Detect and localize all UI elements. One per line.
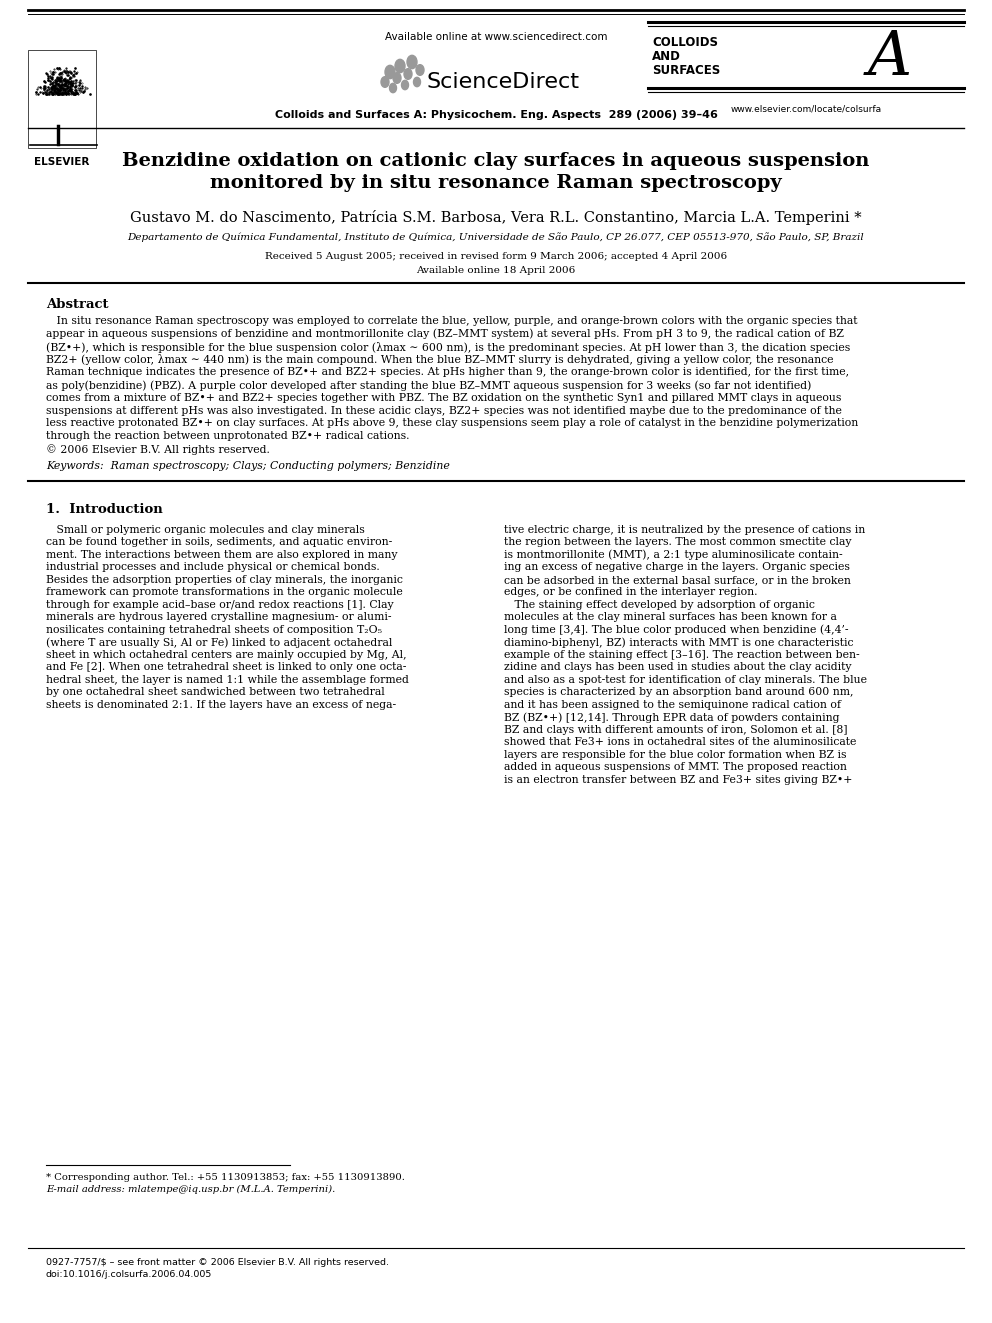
Text: can be adsorbed in the external basal surface, or in the broken: can be adsorbed in the external basal su… xyxy=(504,574,851,585)
Text: ELSEVIER: ELSEVIER xyxy=(35,157,89,167)
Text: Available online at www.sciencedirect.com: Available online at www.sciencedirect.co… xyxy=(385,32,607,42)
Text: ment. The interactions between them are also explored in many: ment. The interactions between them are … xyxy=(46,550,398,560)
Text: tive electric charge, it is neutralized by the presence of cations in: tive electric charge, it is neutralized … xyxy=(504,525,865,534)
Text: suspensions at different pHs was also investigated. In these acidic clays, BZ2+ : suspensions at different pHs was also in… xyxy=(46,406,842,415)
Circle shape xyxy=(390,83,397,93)
Text: nosilicates containing tetrahedral sheets of composition T₂O₅: nosilicates containing tetrahedral sheet… xyxy=(46,624,382,635)
Text: added in aqueous suspensions of MMT. The proposed reaction: added in aqueous suspensions of MMT. The… xyxy=(504,762,847,773)
Text: In situ resonance Raman spectroscopy was employed to correlate the blue, yellow,: In situ resonance Raman spectroscopy was… xyxy=(46,316,857,325)
Text: A: A xyxy=(868,28,912,89)
Text: 0927-7757/$ – see front matter © 2006 Elsevier B.V. All rights reserved.: 0927-7757/$ – see front matter © 2006 El… xyxy=(46,1258,389,1267)
Text: COLLOIDS: COLLOIDS xyxy=(652,36,718,49)
Text: example of the staining effect [3–16]. The reaction between ben-: example of the staining effect [3–16]. T… xyxy=(504,650,860,660)
Text: SURFACES: SURFACES xyxy=(652,64,720,77)
Text: diamino-biphenyl, BZ) interacts with MMT is one characteristic: diamino-biphenyl, BZ) interacts with MMT… xyxy=(504,638,853,648)
Circle shape xyxy=(393,73,401,83)
Text: and also as a spot-test for identification of clay minerals. The blue: and also as a spot-test for identificati… xyxy=(504,675,867,685)
Text: molecules at the clay mineral surfaces has been known for a: molecules at the clay mineral surfaces h… xyxy=(504,613,837,622)
Text: Small or polymeric organic molecules and clay minerals: Small or polymeric organic molecules and… xyxy=(46,525,365,534)
Text: is montmorillonite (MMT), a 2:1 type aluminosilicate contain-: is montmorillonite (MMT), a 2:1 type alu… xyxy=(504,550,842,561)
Text: and Fe [2]. When one tetrahedral sheet is linked to only one octa-: and Fe [2]. When one tetrahedral sheet i… xyxy=(46,663,407,672)
Text: long time [3,4]. The blue color produced when benzidine (4,4’-: long time [3,4]. The blue color produced… xyxy=(504,624,848,635)
Text: Available online 18 April 2006: Available online 18 April 2006 xyxy=(417,266,575,275)
Text: hedral sheet, the layer is named 1:1 while the assemblage formed: hedral sheet, the layer is named 1:1 whi… xyxy=(46,675,409,685)
Text: Received 5 August 2005; received in revised form 9 March 2006; accepted 4 April : Received 5 August 2005; received in revi… xyxy=(265,251,727,261)
Circle shape xyxy=(385,65,395,78)
Circle shape xyxy=(381,77,389,87)
Text: (BZ•+), which is responsible for the blue suspension color (λmax ∼ 600 nm), is t: (BZ•+), which is responsible for the blu… xyxy=(46,341,850,353)
Text: (where T are usually Si, Al or Fe) linked to adjacent octahedral: (where T are usually Si, Al or Fe) linke… xyxy=(46,638,393,648)
FancyBboxPatch shape xyxy=(28,50,96,148)
Text: ScienceDirect: ScienceDirect xyxy=(426,71,579,93)
Text: framework can promote transformations in the organic molecule: framework can promote transformations in… xyxy=(46,587,403,597)
Text: Gustavo M. do Nascimento, Patrícia S.M. Barbosa, Vera R.L. Constantino, Marcia L: Gustavo M. do Nascimento, Patrícia S.M. … xyxy=(130,210,862,225)
Text: www.elsevier.com/locate/colsurfa: www.elsevier.com/locate/colsurfa xyxy=(730,105,882,114)
Text: E-mail address: mlatempe@iq.usp.br (M.L.A. Temperini).: E-mail address: mlatempe@iq.usp.br (M.L.… xyxy=(46,1185,335,1195)
Text: monitored by in situ resonance Raman spectroscopy: monitored by in situ resonance Raman spe… xyxy=(210,175,782,192)
Text: through the reaction between unprotonated BZ•+ radical cations.: through the reaction between unprotonate… xyxy=(46,431,410,441)
Text: by one octahedral sheet sandwiched between two tetrahedral: by one octahedral sheet sandwiched betwe… xyxy=(46,688,385,697)
Text: The staining effect developed by adsorption of organic: The staining effect developed by adsorpt… xyxy=(504,599,814,610)
Text: is an electron transfer between BZ and Fe3+ sites giving BZ•+: is an electron transfer between BZ and F… xyxy=(504,775,852,785)
Text: sheets is denominated 2:1. If the layers have an excess of nega-: sheets is denominated 2:1. If the layers… xyxy=(46,700,396,710)
Circle shape xyxy=(402,81,409,90)
Text: less reactive protonated BZ•+ on clay surfaces. At pHs above 9, these clay suspe: less reactive protonated BZ•+ on clay su… xyxy=(46,418,858,429)
Circle shape xyxy=(416,65,424,75)
Text: Departamento de Química Fundamental, Instituto de Química, Universidade de São P: Departamento de Química Fundamental, Ins… xyxy=(128,232,864,242)
Text: BZ (BZ•+) [12,14]. Through EPR data of powders containing: BZ (BZ•+) [12,14]. Through EPR data of p… xyxy=(504,712,839,722)
Text: the region between the layers. The most common smectite clay: the region between the layers. The most … xyxy=(504,537,851,548)
Text: 1.  Introduction: 1. Introduction xyxy=(46,503,163,516)
Text: as poly(benzidine) (PBZ). A purple color developed after standing the blue BZ–MM: as poly(benzidine) (PBZ). A purple color… xyxy=(46,380,811,390)
Text: ing an excess of negative charge in the layers. Organic species: ing an excess of negative charge in the … xyxy=(504,562,850,573)
Text: Keywords:  Raman spectroscopy; Clays; Conducting polymers; Benzidine: Keywords: Raman spectroscopy; Clays; Con… xyxy=(46,460,449,471)
Text: Raman technique indicates the presence of BZ•+ and BZ2+ species. At pHs higher t: Raman technique indicates the presence o… xyxy=(46,368,849,377)
Text: edges, or be confined in the interlayer region.: edges, or be confined in the interlayer … xyxy=(504,587,758,597)
Text: showed that Fe3+ ions in octahedral sites of the aluminosilicate: showed that Fe3+ ions in octahedral site… xyxy=(504,737,856,747)
Text: BZ and clays with different amounts of iron, Solomon et al. [8]: BZ and clays with different amounts of i… xyxy=(504,725,847,734)
Text: can be found together in soils, sediments, and aquatic environ-: can be found together in soils, sediment… xyxy=(46,537,392,548)
Text: and it has been assigned to the semiquinone radical cation of: and it has been assigned to the semiquin… xyxy=(504,700,841,710)
Text: Colloids and Surfaces A: Physicochem. Eng. Aspects  289 (2006) 39–46: Colloids and Surfaces A: Physicochem. En… xyxy=(275,110,717,120)
Text: through for example acid–base or/and redox reactions [1]. Clay: through for example acid–base or/and red… xyxy=(46,599,394,610)
Text: sheet in which octahedral centers are mainly occupied by Mg, Al,: sheet in which octahedral centers are ma… xyxy=(46,650,407,660)
Text: Benzidine oxidation on cationic clay surfaces in aqueous suspension: Benzidine oxidation on cationic clay sur… xyxy=(122,152,870,169)
Circle shape xyxy=(404,69,412,79)
Text: zidine and clays has been used in studies about the clay acidity: zidine and clays has been used in studie… xyxy=(504,663,851,672)
Text: species is characterized by an absorption band around 600 nm,: species is characterized by an absorptio… xyxy=(504,688,853,697)
Text: * Corresponding author. Tel.: +55 1130913853; fax: +55 1130913890.: * Corresponding author. Tel.: +55 113091… xyxy=(46,1174,405,1181)
Text: layers are responsible for the blue color formation when BZ is: layers are responsible for the blue colo… xyxy=(504,750,846,759)
Text: industrial processes and include physical or chemical bonds.: industrial processes and include physica… xyxy=(46,562,380,573)
Text: AND: AND xyxy=(652,50,681,64)
Text: minerals are hydrous layered crystalline magnesium- or alumi-: minerals are hydrous layered crystalline… xyxy=(46,613,392,622)
Circle shape xyxy=(414,77,421,87)
Text: © 2006 Elsevier B.V. All rights reserved.: © 2006 Elsevier B.V. All rights reserved… xyxy=(46,445,270,455)
Text: Abstract: Abstract xyxy=(46,298,108,311)
Circle shape xyxy=(395,60,405,73)
Text: Besides the adsorption properties of clay minerals, the inorganic: Besides the adsorption properties of cla… xyxy=(46,574,403,585)
Text: doi:10.1016/j.colsurfa.2006.04.005: doi:10.1016/j.colsurfa.2006.04.005 xyxy=(46,1270,212,1279)
Text: comes from a mixture of BZ•+ and BZ2+ species together with PBZ. The BZ oxidatio: comes from a mixture of BZ•+ and BZ2+ sp… xyxy=(46,393,841,402)
Text: appear in aqueous suspensions of benzidine and montmorillonite clay (BZ–MMT syst: appear in aqueous suspensions of benzidi… xyxy=(46,329,844,340)
Text: BZ2+ (yellow color, λmax ∼ 440 nm) is the main compound. When the blue BZ–MMT sl: BZ2+ (yellow color, λmax ∼ 440 nm) is th… xyxy=(46,355,833,365)
Circle shape xyxy=(407,56,417,69)
